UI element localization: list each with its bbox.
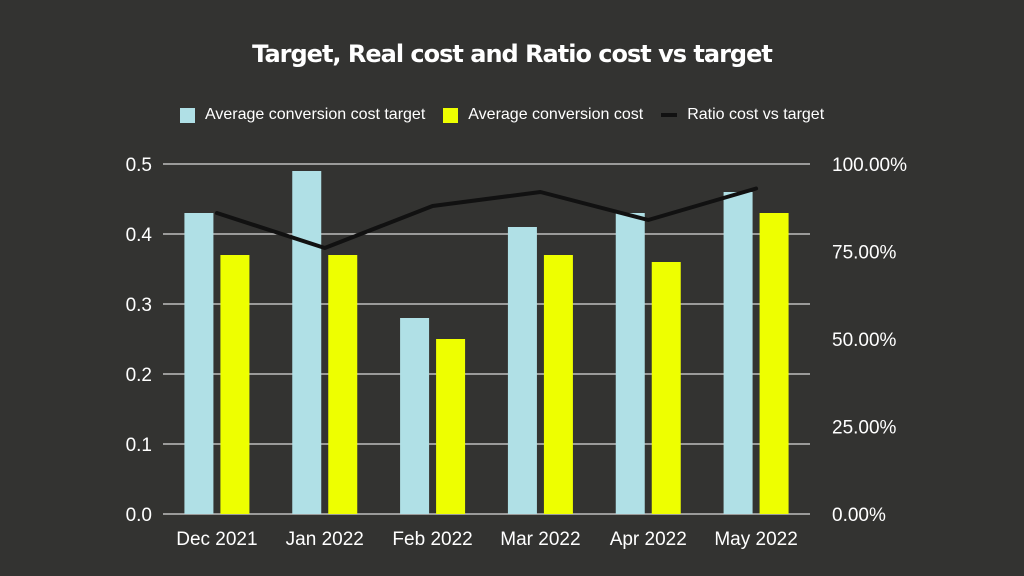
legend-swatch-ratio [661, 113, 678, 117]
x-tick-label: Apr 2022 [610, 529, 687, 550]
bar-target [507, 227, 537, 514]
legend-item-ratio: Ratio cost vs target [661, 106, 824, 124]
legend-item-target: Average conversion cost target [180, 106, 425, 124]
bar-target [615, 213, 645, 514]
y-left-tick-label: 0.4 [126, 225, 153, 246]
bar-cost [436, 339, 466, 514]
y-right-tick-label: 75.00% [832, 243, 897, 264]
y-right-tick-label: 0.00% [832, 505, 886, 526]
bar-cost [651, 262, 681, 514]
y-right-tick-label: 100.00% [832, 155, 907, 176]
y-left-tick-label: 0.5 [126, 155, 152, 176]
bar-cost [328, 255, 358, 514]
y-left-tick-label: 0.0 [126, 505, 152, 526]
x-tick-label: Feb 2022 [392, 529, 472, 550]
ratio-line [214, 186, 759, 250]
bar-target [723, 192, 753, 514]
bar-target [400, 318, 430, 514]
x-tick-label: May 2022 [714, 529, 797, 550]
y-left-tick-label: 0.1 [126, 435, 152, 456]
x-tick-label: Dec 2021 [176, 529, 257, 550]
bar-cost [220, 255, 250, 514]
bar-target [292, 171, 322, 514]
legend-label-ratio: Ratio cost vs target [687, 106, 825, 123]
legend-swatch-cost [443, 107, 459, 123]
bar-target [184, 213, 214, 514]
legend-label-cost: Average conversion cost [468, 106, 644, 123]
y-right-tick-label: 25.00% [832, 418, 897, 439]
bar-cost [543, 255, 573, 514]
legend-swatch-target [180, 107, 195, 123]
x-tick-label: Mar 2022 [500, 529, 580, 550]
legend-label-target: Average conversion cost target [205, 106, 426, 123]
chart-legend: Average conversion cost target Average c… [180, 104, 842, 126]
y-left-tick-label: 0.2 [126, 365, 152, 386]
x-tick-label: Jan 2022 [286, 529, 364, 550]
y-right-tick-label: 50.00% [832, 330, 897, 351]
bar-cost [759, 213, 789, 514]
y-left-tick-label: 0.3 [126, 295, 152, 316]
legend-item-cost: Average conversion cost [443, 106, 643, 124]
chart-title: Target, Real cost and Ratio cost vs targ… [252, 40, 773, 68]
